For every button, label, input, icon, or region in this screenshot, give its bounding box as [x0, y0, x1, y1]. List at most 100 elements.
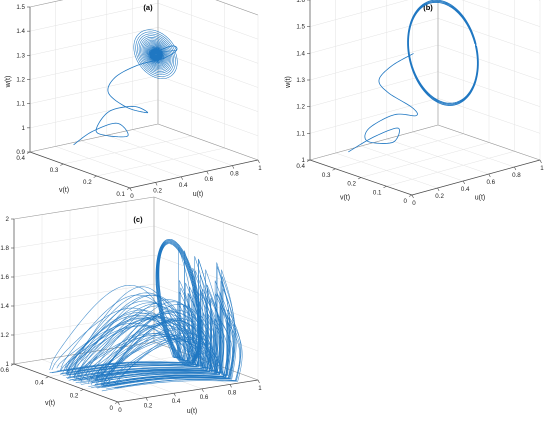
x-tick-label: 0.6 [200, 394, 209, 401]
z-tick-label: 2 [6, 216, 10, 223]
floor-gridline [63, 135, 192, 165]
x-tick-mark [201, 388, 204, 392]
box-edge [13, 341, 155, 365]
z-tick-label: 1.5 [296, 24, 305, 31]
z-tick-label: 1.1 [16, 101, 25, 108]
floor-gridline [132, 129, 233, 166]
side-wall-gridline [157, 2, 259, 40]
trajectory-spiral [133, 29, 178, 79]
y-tick-mark [332, 168, 336, 171]
z-tick-label: 1.8 [0, 245, 9, 252]
y-tick-label: 0.2 [347, 181, 356, 188]
attractor-trajectory [73, 313, 212, 380]
back-wall-gridline [29, 51, 159, 80]
x-axis-label: u(t) [193, 191, 204, 198]
z-tick-label: 0.9 [16, 149, 25, 156]
z-tick-label: 1.2 [296, 104, 305, 111]
floor-gridline [81, 140, 182, 178]
x-tick-mark [437, 187, 440, 192]
back-wall-gridline [29, 2, 159, 32]
attractor-trajectory [59, 261, 198, 375]
x-tick-mark [539, 159, 542, 164]
panel-c-chart: 00.20.40.60.8100.20.40.611.21.41.61.82u(… [0, 196, 262, 415]
box-edge [437, 124, 541, 161]
z-tick-label: 1.6 [0, 274, 9, 281]
side-wall-gridline [461, 0, 541, 27]
x-tick-label: 0.4 [461, 186, 470, 193]
x-tick-mark [145, 397, 148, 401]
side-wall-gridline [157, 51, 259, 88]
side-wall-gridline [437, 18, 541, 54]
y-tick-label: 0.4 [35, 380, 44, 387]
y-tick-mark [114, 401, 119, 404]
z-tick-label: 1.3 [16, 52, 25, 59]
x-tick-mark [257, 379, 260, 384]
x-tick-label: 1 [258, 385, 262, 392]
attractor-trajectory [71, 286, 204, 376]
x-tick-mark [257, 159, 260, 164]
y-tick-label: 0 [404, 198, 408, 205]
box-edge [29, 123, 159, 153]
back-wall-gridline [13, 283, 155, 307]
attractor-outer-loop [155, 238, 202, 367]
x-tick-mark [462, 180, 465, 185]
z-tick-label: 1.3 [296, 77, 305, 84]
back-wall-gridline [13, 254, 155, 278]
x-tick-label: 0.8 [230, 171, 239, 178]
box-edge [215, 0, 259, 16]
side-wall-gridline [153, 225, 259, 265]
panel-title: (b) [423, 3, 433, 12]
y-tick-mark [383, 185, 387, 189]
back-wall-gridline [309, 71, 439, 107]
back-wall-gridline [29, 75, 159, 104]
back-wall-gridline [29, 27, 159, 56]
z-tick-label: 1 [302, 157, 306, 164]
side-wall-gridline [215, 0, 259, 16]
attractor-trajectory [65, 267, 207, 378]
x-axis-label: u(t) [187, 408, 198, 415]
side-wall-gridline [437, 71, 541, 107]
box-edge [29, 0, 64, 8]
x-tick-label: 0.8 [228, 389, 237, 396]
y-tick-label: 0.3 [322, 172, 331, 179]
floor-gridline [106, 134, 207, 172]
x-tick-mark [129, 187, 132, 192]
y-tick-mark [93, 175, 97, 178]
side-wall-gridline [153, 254, 259, 294]
back-wall-gridline [29, 99, 159, 129]
x-tick-label: 0 [130, 193, 134, 200]
x-tick-label: 0.2 [144, 403, 153, 410]
x-tick-label: 0 [118, 407, 122, 414]
back-wall-gridline [309, 18, 439, 54]
panel-a-chart: 00.20.40.60.810.10.20.30.40.911.11.21.31… [5, 0, 262, 200]
panel-title: (c) [133, 215, 143, 224]
floor-gridline [360, 142, 490, 178]
y-axis-label: v(t) [45, 400, 55, 407]
x-tick-label: 1 [258, 165, 262, 172]
z-axis-label: w(t) [285, 76, 292, 89]
x-tick-mark [514, 166, 517, 171]
attractor-trajectory [99, 280, 229, 385]
panel-title: (a) [143, 3, 153, 12]
box-edge [13, 196, 155, 220]
y-tick-mark [45, 376, 49, 379]
attractor-trajectory [90, 318, 233, 388]
x-tick-label: 0 [412, 200, 416, 207]
z-tick-label: 1.4 [0, 303, 9, 310]
z-axis-label: w(t) [5, 76, 12, 89]
y-tick-label: 0.4 [16, 155, 25, 162]
y-axis-line [13, 363, 119, 403]
side-wall-gridline [437, 44, 541, 81]
trajectory-transient [348, 53, 418, 153]
x-axis-line [117, 379, 259, 403]
attractor-trajectory [66, 256, 209, 379]
x-tick-label: 0.2 [435, 193, 444, 200]
attractor-trajectory [72, 314, 215, 382]
floor-gridline [96, 147, 225, 177]
x-tick-mark [155, 182, 158, 186]
side-wall-gridline [157, 99, 259, 137]
side-wall-gridline [157, 27, 259, 64]
y-tick-mark [80, 389, 84, 392]
back-wall-gridline [13, 225, 155, 249]
y-tick-label: 0.1 [116, 191, 125, 198]
